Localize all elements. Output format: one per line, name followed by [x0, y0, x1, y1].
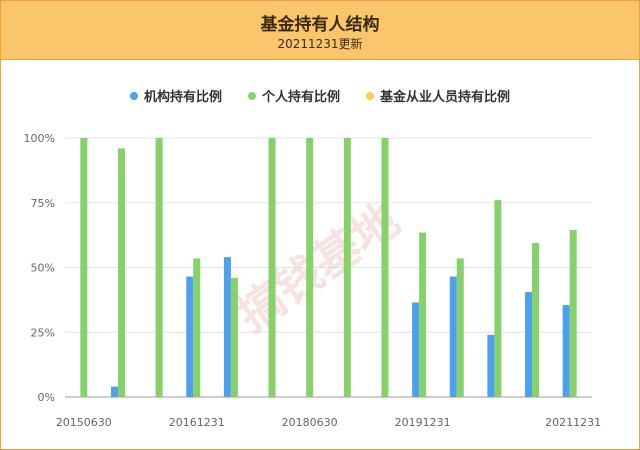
bar-individual-20171231[interactable]	[268, 138, 276, 397]
bar-institution-20170630[interactable]	[223, 257, 231, 397]
bar-individual-20150630[interactable]	[80, 138, 88, 397]
legend-label-individual: 个人持有比例	[261, 90, 340, 105]
bar-individual-20151231[interactable]	[117, 148, 125, 397]
bar-individual-20191231[interactable]	[419, 232, 427, 397]
chart-header: 基金持有人结构 20211231更新	[1, 1, 639, 60]
bar-individual-20211231[interactable]	[569, 229, 577, 397]
bar-institution-20191231[interactable]	[412, 302, 420, 397]
x-tick-label: 20161231	[169, 416, 225, 429]
bar-institution-20211231[interactable]	[562, 305, 570, 397]
legend-label-employee: 基金从业人员持有比例	[380, 90, 511, 105]
bar-individual-20161231[interactable]	[193, 258, 201, 397]
bar-individual-20180630[interactable]	[306, 138, 314, 397]
x-tick-label: 20211231	[545, 416, 601, 429]
legend-dot-individual	[247, 91, 256, 100]
x-tick-label: 20180630	[282, 416, 338, 429]
chart-subtitle: 20211231更新	[277, 37, 363, 51]
y-tick-label: 0%	[38, 391, 55, 404]
bar-individual-20170630[interactable]	[230, 277, 238, 397]
legend-dot-employee	[366, 91, 374, 100]
bar-institution-20151231[interactable]	[110, 386, 118, 397]
bar-group	[80, 138, 577, 397]
bar-individual-20190630[interactable]	[381, 138, 389, 397]
chart-legend: 机构持有比例 个人持有比例 基金从业人员持有比例	[0, 86, 640, 105]
x-tick-label: 20191231	[395, 416, 451, 429]
legend-label-institution: 机构持有比例	[143, 90, 222, 105]
bar-individual-20210630[interactable]	[532, 242, 540, 397]
legend-item-employee[interactable]: 基金从业人员持有比例	[366, 86, 510, 105]
legend-item-institution[interactable]: 机构持有比例	[129, 86, 222, 105]
bar-institution-20200630[interactable]	[449, 276, 457, 397]
bar-institution-20161231[interactable]	[186, 276, 194, 397]
legend-dot-institution	[129, 91, 138, 100]
y-tick-label: 50%	[31, 262, 55, 275]
bar-individual-20200630[interactable]	[456, 258, 464, 397]
x-tick-label: 20150630	[56, 416, 112, 429]
bar-individual-20201231[interactable]	[494, 200, 502, 397]
chart-title: 基金持有人结构	[260, 15, 380, 35]
y-tick-label: 25%	[31, 326, 55, 339]
legend-item-individual[interactable]: 个人持有比例	[247, 86, 340, 105]
bar-individual-20181231[interactable]	[343, 138, 351, 397]
y-tick-label: 75%	[31, 197, 55, 210]
y-tick-label: 100%	[24, 132, 55, 145]
bar-individual-20160630[interactable]	[155, 138, 163, 397]
bar-institution-20210630[interactable]	[525, 292, 533, 397]
axis-group: 0% 25% 50% 75% 100% 20150630 20161231 20180630 2…	[24, 132, 602, 429]
grid-lines	[65, 137, 592, 398]
bar-institution-20201231[interactable]	[487, 334, 495, 397]
